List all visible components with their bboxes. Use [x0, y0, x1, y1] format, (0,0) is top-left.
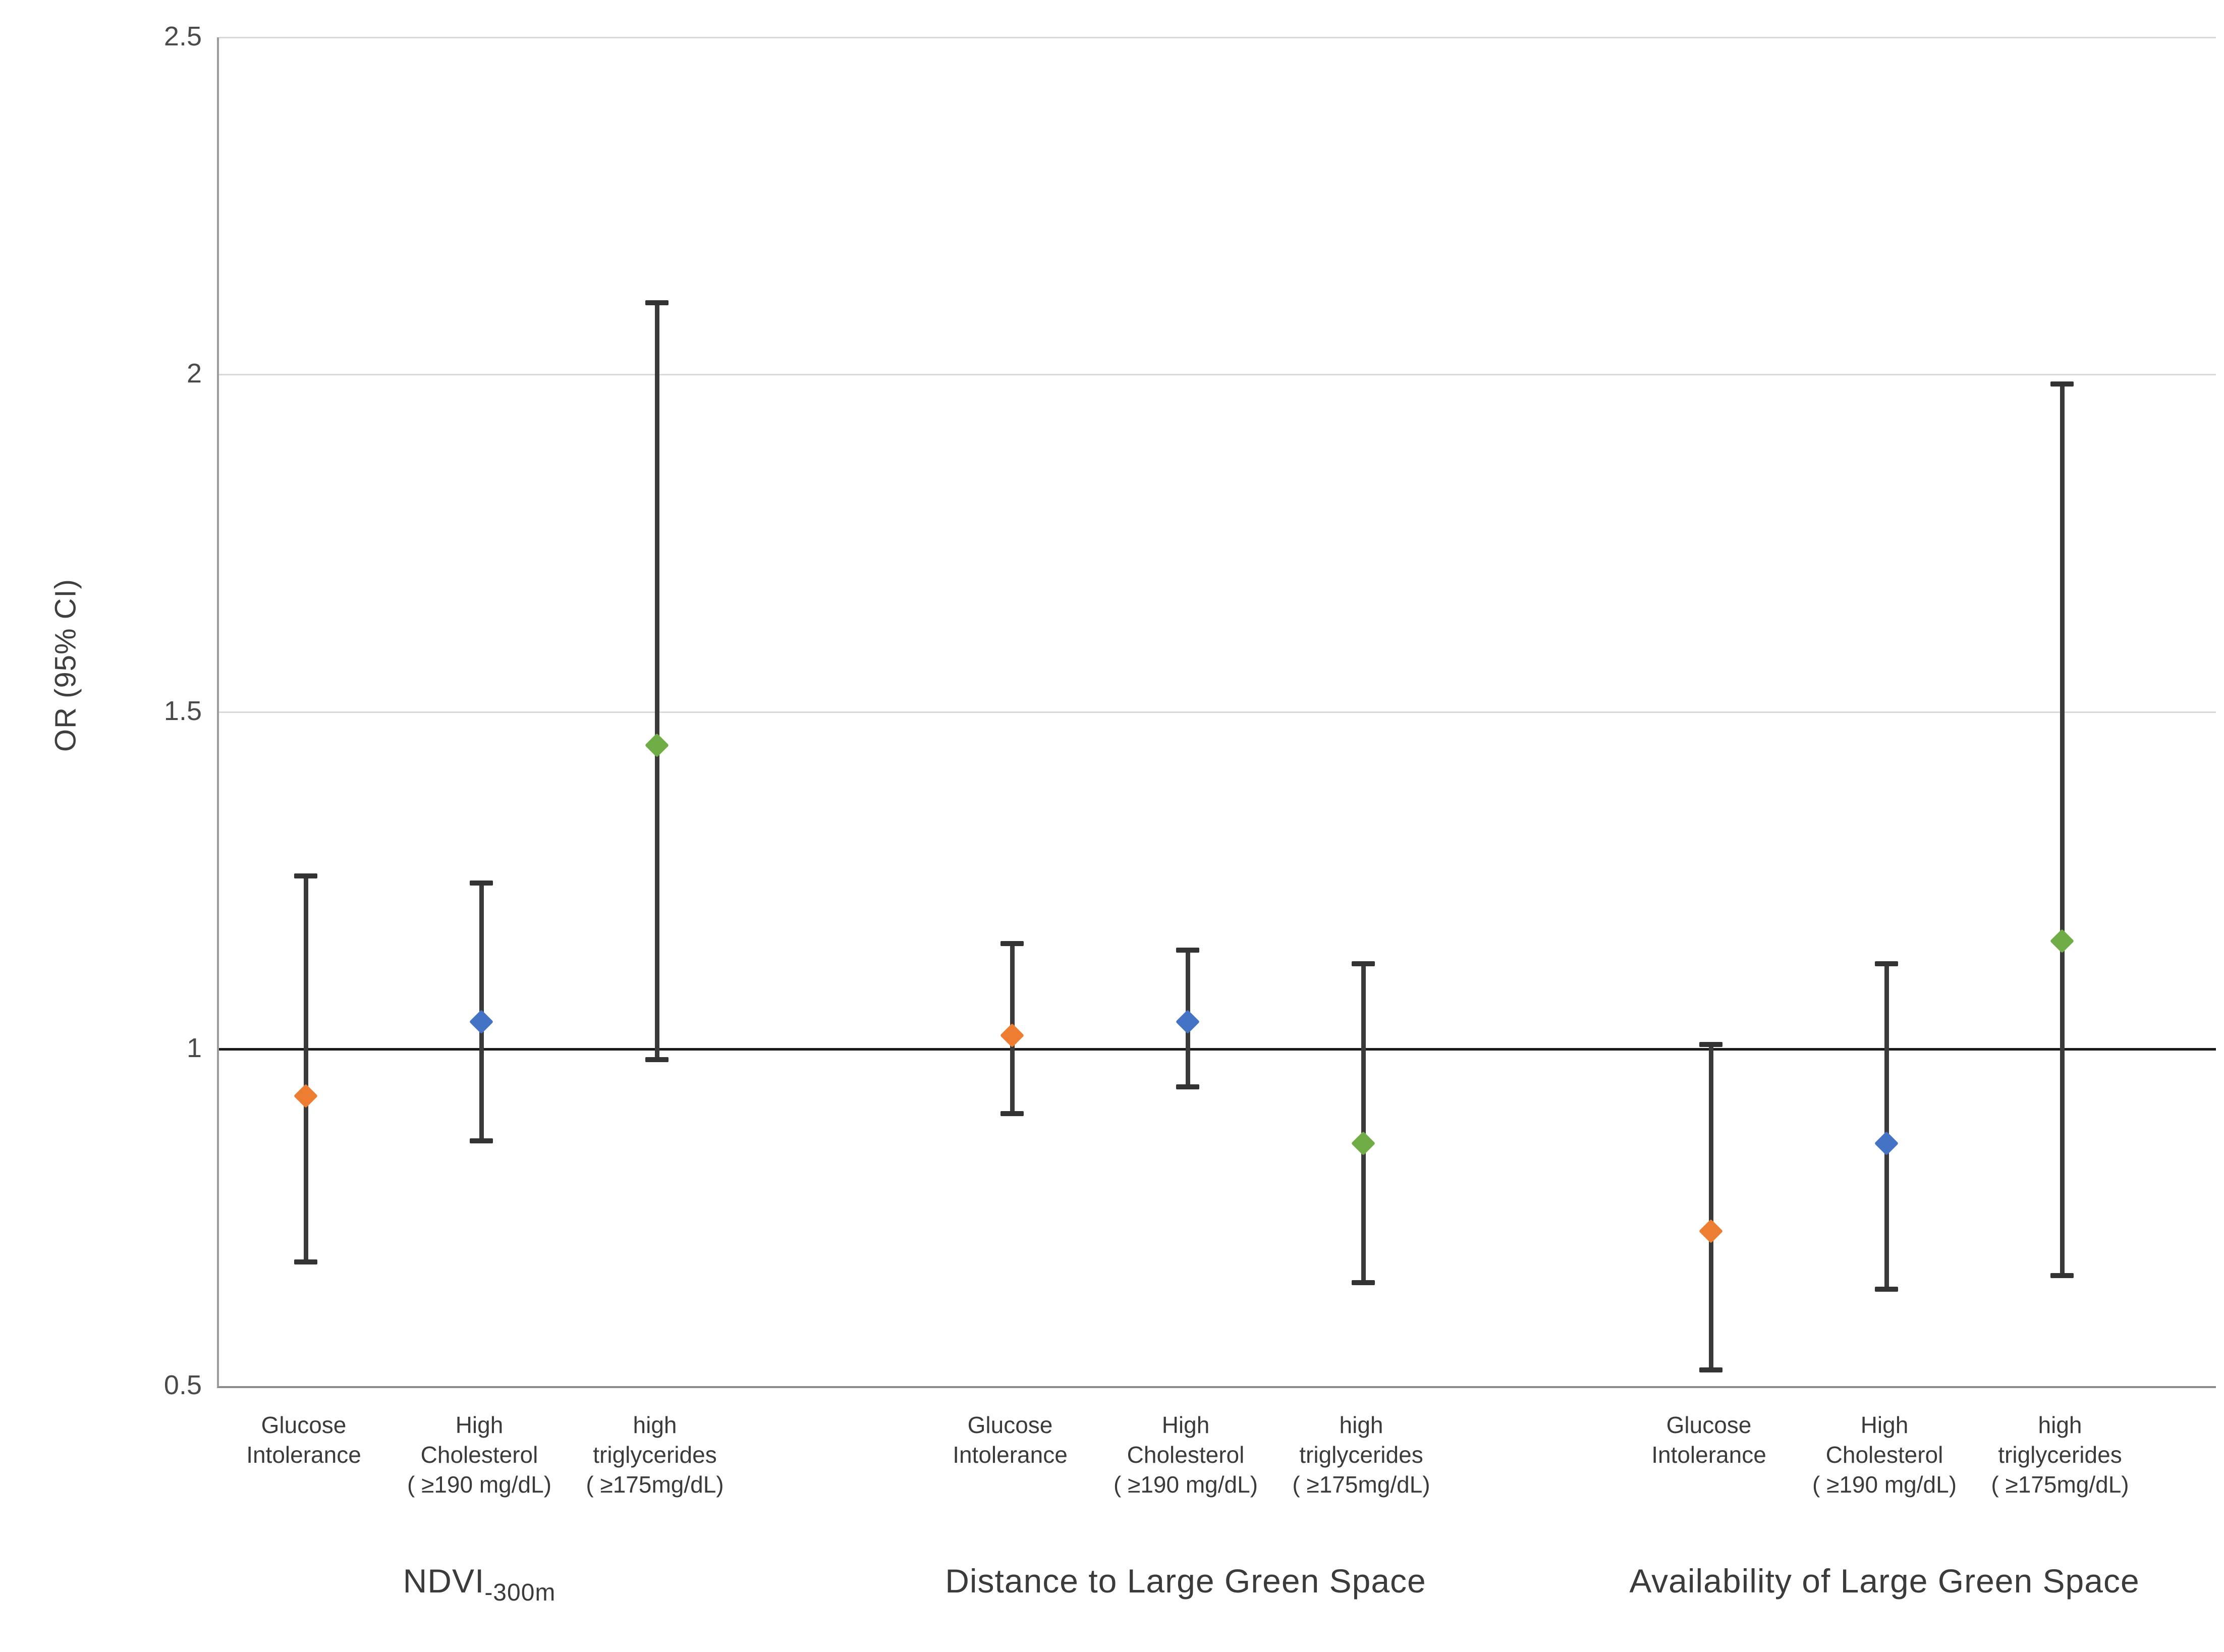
group-title-subscript: -300m — [484, 1579, 556, 1606]
marker-diamond-high_cholesterol — [1874, 1131, 1899, 1155]
group-title-1: NDVI-300m — [403, 1562, 556, 1606]
ci-whisker — [1709, 1042, 1713, 1373]
marker-diamond-high_cholesterol — [469, 1010, 494, 1034]
category-label-high_triglycerides-group1: high triglycerides( ≥175mg/dL) — [586, 1412, 724, 1498]
category-label-glucose_intolerance-group3: Glucose Intolerance — [1651, 1412, 1766, 1468]
gridline-1.5 — [219, 711, 2216, 713]
ci-whisker — [1884, 961, 1889, 1292]
y-tick-label-2.5: 2.5 — [163, 21, 202, 51]
ci-cap-upper — [294, 873, 317, 879]
gridline-2 — [219, 374, 2216, 376]
category-label-high_cholesterol-group3: High Cholesterol( ≥190 mg/dL) — [1812, 1412, 1957, 1498]
ci-cap-lower — [1699, 1367, 1722, 1373]
ci-cap-upper — [2050, 381, 2074, 387]
ci-cap-lower — [1875, 1286, 1898, 1292]
marker-diamond-glucose_intolerance — [293, 1084, 318, 1109]
marker-diamond-high_triglycerides — [2049, 928, 2075, 953]
group-title-3: Availability of Large Green Space — [1629, 1562, 2140, 1600]
marker-diamond-high_triglycerides — [644, 733, 670, 758]
ci-cap-upper — [1699, 1042, 1722, 1048]
category-label-high_triglycerides-group2: high triglycerides( ≥175mg/dL) — [1292, 1412, 1430, 1498]
category-label-glucose_intolerance-group1: Glucose Intolerance — [246, 1412, 361, 1468]
ci-cap-lower — [645, 1057, 669, 1063]
ci-cap-lower — [1352, 1280, 1375, 1285]
plot-area — [217, 37, 2216, 1388]
marker-diamond-glucose_intolerance — [999, 1023, 1025, 1048]
ci-cap-upper — [1000, 941, 1024, 946]
ci-whisker — [1361, 961, 1366, 1285]
y-tick-label-1.5: 1.5 — [163, 695, 202, 726]
ci-cap-lower — [294, 1259, 317, 1265]
ci-whisker — [655, 300, 659, 1063]
ci-cap-lower — [2050, 1273, 2074, 1279]
ci-cap-upper — [1875, 961, 1898, 966]
category-label-high_cholesterol-group2: High Cholesterol( ≥190 mg/dL) — [1113, 1412, 1258, 1498]
y-tick-label-1: 1 — [186, 1032, 202, 1063]
ci-whisker — [2060, 381, 2065, 1279]
category-label-high_cholesterol-group1: High Cholesterol( ≥190 mg/dL) — [407, 1412, 552, 1498]
category-label-high_triglycerides-group3: high triglycerides( ≥175mg/dL) — [1991, 1412, 2129, 1498]
ci-cap-lower — [1000, 1111, 1024, 1117]
marker-diamond-glucose_intolerance — [1698, 1219, 1723, 1243]
category-label-glucose_intolerance-group2: Glucose Intolerance — [953, 1412, 1068, 1468]
ci-cap-lower — [470, 1138, 493, 1143]
reference-line-or-1 — [219, 1048, 2216, 1051]
ci-cap-upper — [470, 880, 493, 886]
ci-cap-upper — [1352, 961, 1375, 966]
y-tick-label-0.5: 0.5 — [163, 1370, 202, 1400]
group-title-2: Distance to Large Green Space — [945, 1562, 1426, 1600]
marker-diamond-high_triglycerides — [1351, 1131, 1376, 1155]
marker-diamond-high_cholesterol — [1175, 1010, 1200, 1034]
y-tick-label-2: 2 — [186, 358, 202, 389]
ci-whisker — [304, 873, 308, 1265]
y-axis-title: OR (95% CI) — [49, 579, 82, 752]
ci-cap-upper — [645, 300, 669, 306]
gridline-2.5 — [219, 37, 2216, 38]
ci-cap-upper — [1176, 948, 1199, 953]
ci-cap-lower — [1176, 1084, 1199, 1089]
